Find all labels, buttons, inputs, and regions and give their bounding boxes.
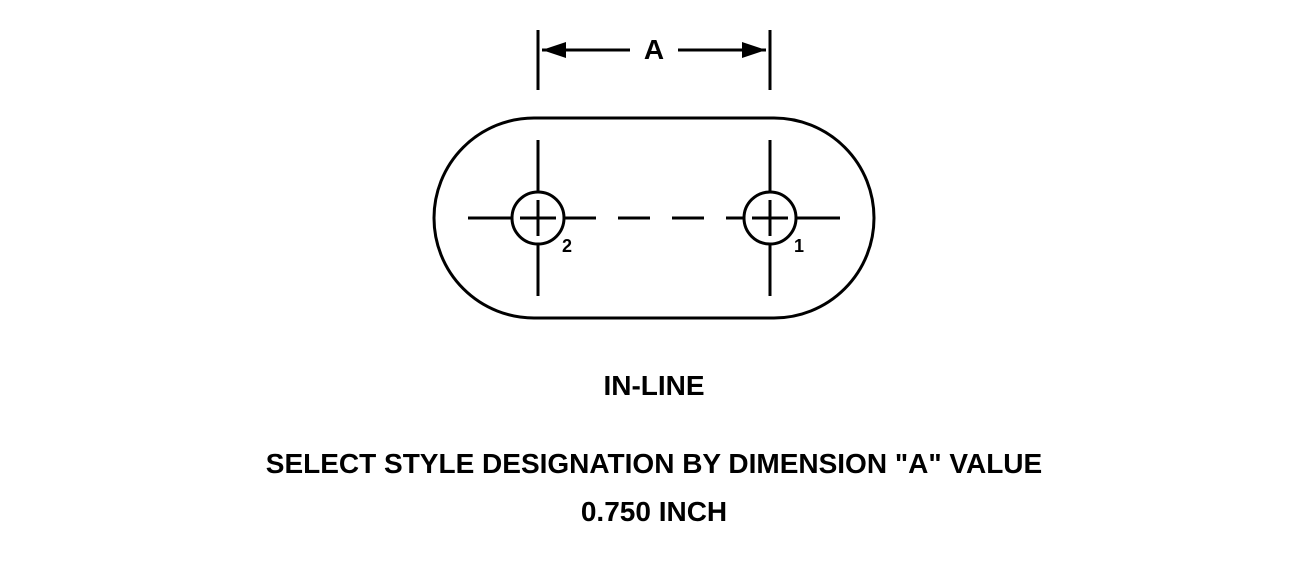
hole-label-right: 1 bbox=[794, 236, 804, 257]
diagram-container: A 2 1 IN-LINE SELECT STYLE DESIGNATION B… bbox=[0, 0, 1308, 576]
diagram-body-line1: SELECT STYLE DESIGNATION BY DIMENSION "A… bbox=[0, 448, 1308, 480]
diagram-body-line2: 0.750 INCH bbox=[0, 496, 1308, 528]
diagram-title: IN-LINE bbox=[0, 370, 1308, 402]
hole-label-left: 2 bbox=[562, 236, 572, 257]
dim-arrow-left bbox=[542, 42, 566, 58]
diagram-svg bbox=[0, 0, 1308, 576]
dimension-label: A bbox=[630, 34, 678, 66]
dim-arrow-right bbox=[742, 42, 766, 58]
